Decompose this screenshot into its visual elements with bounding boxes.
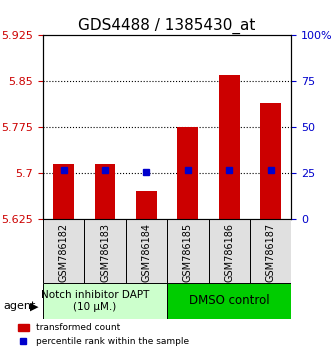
Bar [177,127,198,219]
Bar [53,164,74,219]
Bar [95,164,116,219]
Legend: transformed count, percentile rank within the sample: transformed count, percentile rank withi… [15,320,193,349]
Bar [136,191,157,219]
Bar [260,103,281,219]
FancyBboxPatch shape [167,283,291,319]
Bar [219,75,240,219]
Text: GSM786187: GSM786187 [265,223,276,282]
FancyBboxPatch shape [250,219,291,283]
Text: GSM786185: GSM786185 [183,223,193,282]
Text: ▶: ▶ [30,301,38,311]
FancyBboxPatch shape [43,283,167,319]
Text: GSM786182: GSM786182 [59,223,69,282]
Title: GDS4488 / 1385430_at: GDS4488 / 1385430_at [78,18,256,34]
FancyBboxPatch shape [209,219,250,283]
FancyBboxPatch shape [84,219,126,283]
FancyBboxPatch shape [43,219,84,283]
Text: GSM786183: GSM786183 [100,223,110,282]
Text: agent: agent [3,301,36,311]
FancyBboxPatch shape [126,219,167,283]
Text: GSM786184: GSM786184 [141,223,152,282]
Text: DMSO control: DMSO control [189,295,269,307]
Text: Notch inhibitor DAPT
(10 μM.): Notch inhibitor DAPT (10 μM.) [41,290,149,312]
Text: GSM786186: GSM786186 [224,223,234,282]
FancyBboxPatch shape [167,219,209,283]
